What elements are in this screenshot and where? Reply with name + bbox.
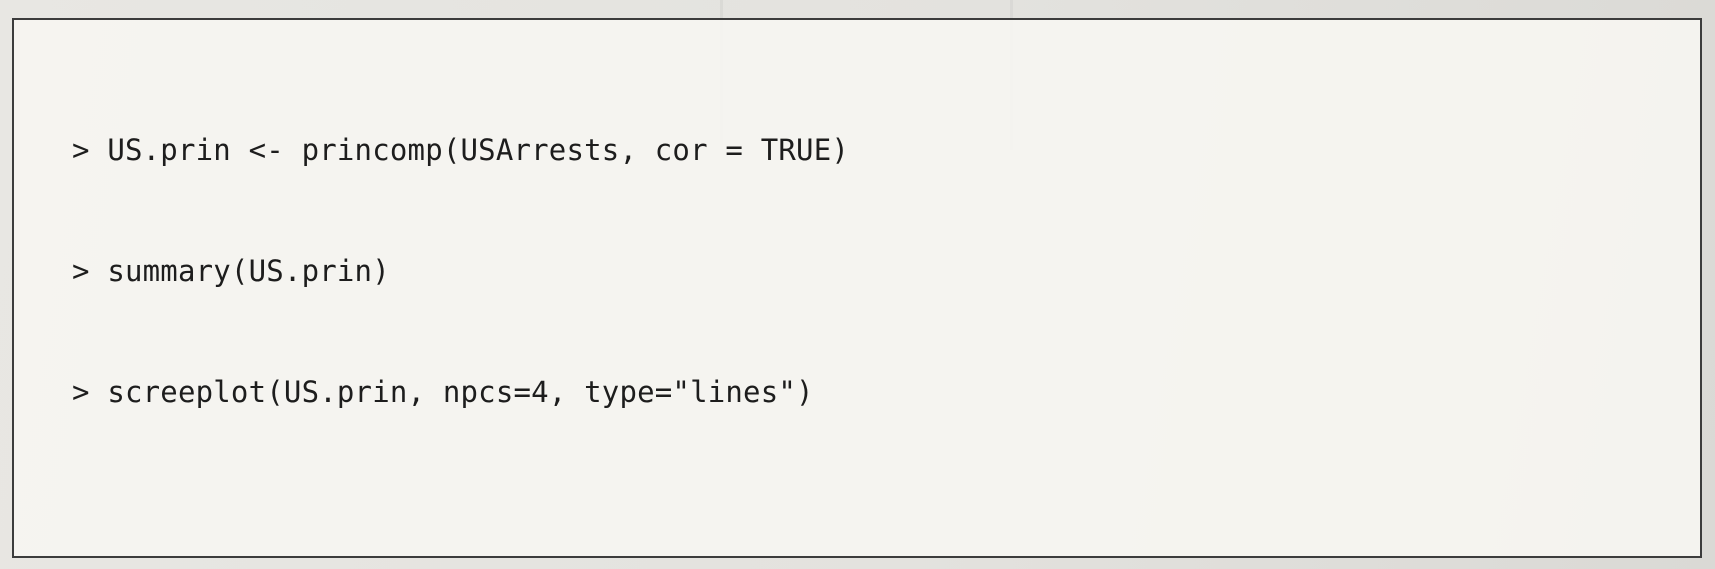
code-line-1: > US.prin <- princomp(USArrests, cor = T… [72, 133, 850, 167]
r-console: > US.prin <- princomp(USArrests, cor = T… [72, 56, 1585, 569]
code-line-2: > summary(US.prin) [72, 254, 390, 288]
blank-line [72, 487, 1585, 515]
code-box: > US.prin <- princomp(USArrests, cor = T… [12, 18, 1702, 558]
code-line-3: > screeplot(US.prin, npcs=4, type="lines… [72, 375, 814, 409]
